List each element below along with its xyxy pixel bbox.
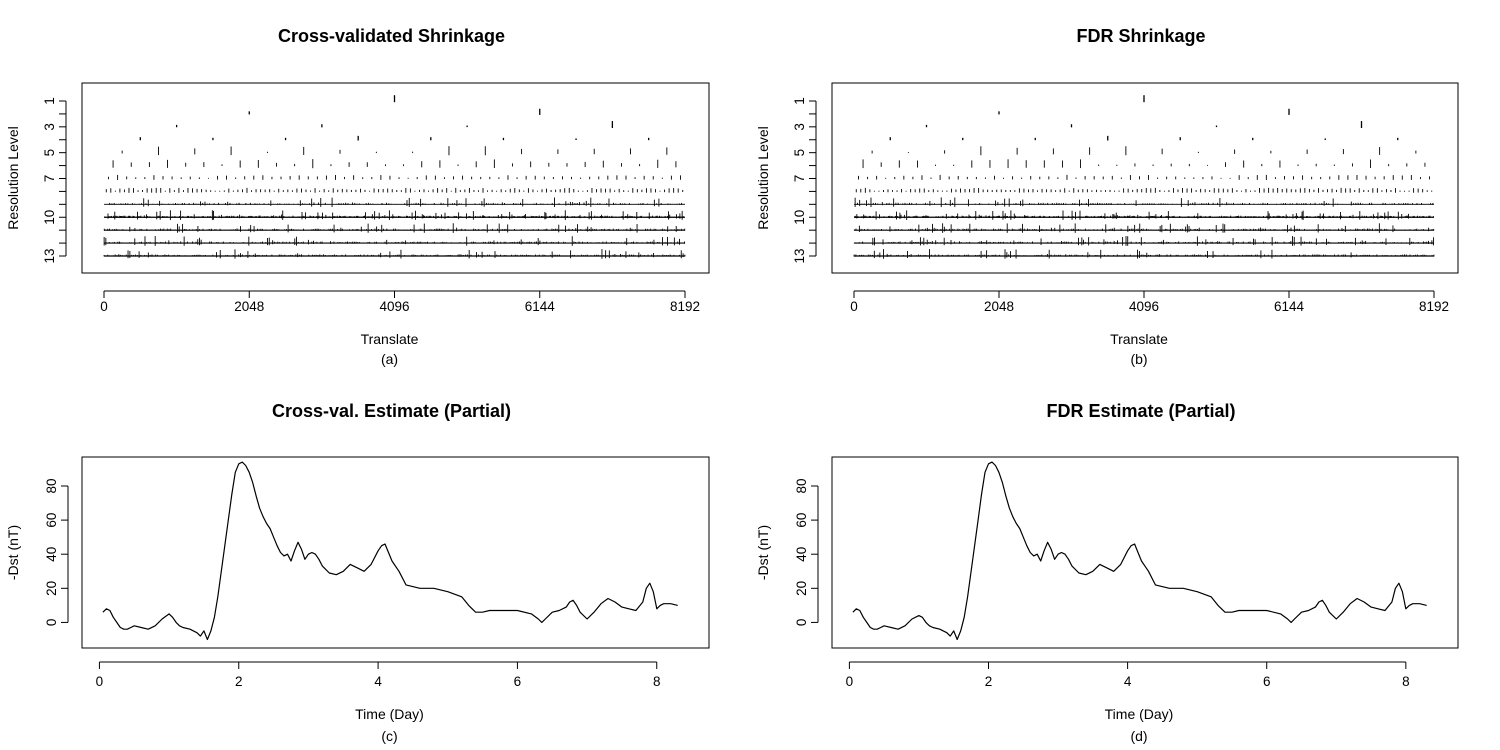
y-tick-label: 80 <box>44 478 59 493</box>
level-row-6 <box>862 159 1426 169</box>
x-tick-label: 4 <box>1124 674 1132 689</box>
x-tick-label: 4096 <box>379 299 409 314</box>
level-row-7 <box>858 174 1430 180</box>
y-tick-label: 1 <box>792 97 807 105</box>
level-row-7 <box>108 174 681 180</box>
level-row-8 <box>855 187 1433 193</box>
level-row-11 <box>103 223 686 233</box>
x-tick-label: 6 <box>1263 674 1271 689</box>
chart-title: Cross-val. Estimate (Partial) <box>272 401 511 421</box>
x-axis-label: Time (Day) <box>1105 706 1174 722</box>
x-tick-label: 0 <box>100 299 108 314</box>
x-tick-label: 0 <box>96 674 104 689</box>
y-axis-label: -Dst (nT) <box>755 525 771 580</box>
y-axis-label: Resolution Level <box>755 126 771 230</box>
x-axis-label: Translate <box>361 331 419 347</box>
level-row-9 <box>854 197 1434 208</box>
plot-frame <box>81 82 710 274</box>
y-tick-label: 40 <box>794 547 809 562</box>
panel-caption: (a) <box>381 351 398 367</box>
y-tick-label: 1 <box>42 97 57 105</box>
y-axis-label: -Dst (nT) <box>5 525 21 580</box>
plot-frame <box>831 456 1459 649</box>
y-tick-label: 40 <box>44 547 59 562</box>
y-tick-label: 80 <box>794 478 809 493</box>
y-tick-label: 20 <box>794 581 809 596</box>
y-tick-label: 20 <box>44 581 59 596</box>
x-tick-label: 4096 <box>1129 299 1159 314</box>
plot-frame <box>831 82 1459 274</box>
level-row-13 <box>103 249 686 259</box>
chart-title: FDR Estimate (Partial) <box>1046 401 1235 421</box>
level-row-11 <box>853 223 1435 233</box>
level-row-8 <box>105 187 684 193</box>
x-tick-label: 8192 <box>670 299 700 314</box>
y-tick-label: 13 <box>792 248 807 263</box>
y-tick-label: 10 <box>42 210 57 225</box>
panel-caption: (d) <box>1130 728 1147 744</box>
level-row-10 <box>854 210 1434 221</box>
level-row-12 <box>853 236 1435 246</box>
x-tick-label: 8 <box>1402 674 1410 689</box>
x-axis-label: Translate <box>1110 331 1168 347</box>
y-tick-label: 10 <box>792 210 807 225</box>
x-tick-label: 0 <box>850 299 858 314</box>
y-tick-label: 3 <box>42 123 57 131</box>
x-tick-label: 2 <box>235 674 243 689</box>
level-row-9 <box>104 197 685 208</box>
x-tick-label: 6 <box>514 674 522 689</box>
x-tick-label: 6144 <box>525 299 556 314</box>
y-tick-label: 5 <box>792 149 807 157</box>
level-row-10 <box>104 210 685 221</box>
y-tick-label: 0 <box>44 619 59 627</box>
plot-frame <box>81 456 710 649</box>
y-tick-label: 60 <box>44 513 59 528</box>
x-tick-label: 4 <box>374 674 382 689</box>
panel-caption: (b) <box>1130 351 1147 367</box>
level-row-12 <box>103 236 686 246</box>
chart-title: Cross-validated Shrinkage <box>278 26 505 46</box>
series-line <box>102 461 678 641</box>
level-row-13 <box>853 249 1435 259</box>
y-axis-label: Resolution Level <box>5 126 21 230</box>
y-tick-label: 13 <box>42 248 57 263</box>
y-tick-label: 0 <box>794 619 809 627</box>
series-line <box>852 461 1427 641</box>
y-tick-label: 60 <box>794 513 809 528</box>
x-tick-label: 2048 <box>984 299 1014 314</box>
y-tick-label: 7 <box>792 175 807 183</box>
y-tick-label: 3 <box>792 123 807 131</box>
x-tick-label: 8192 <box>1419 299 1449 314</box>
x-tick-label: 6144 <box>1274 299 1305 314</box>
x-axis-label: Time (Day) <box>355 706 424 722</box>
x-tick-label: 2048 <box>234 299 264 314</box>
panel-caption: (c) <box>381 728 397 744</box>
x-tick-label: 0 <box>846 674 854 689</box>
level-row-5 <box>121 146 668 156</box>
y-tick-label: 7 <box>42 175 57 183</box>
level-row-5 <box>871 146 1417 156</box>
y-tick-label: 5 <box>42 149 57 157</box>
x-tick-label: 2 <box>985 674 993 689</box>
x-tick-label: 8 <box>653 674 661 689</box>
level-row-6 <box>112 159 677 169</box>
chart-title: FDR Shrinkage <box>1076 26 1205 46</box>
